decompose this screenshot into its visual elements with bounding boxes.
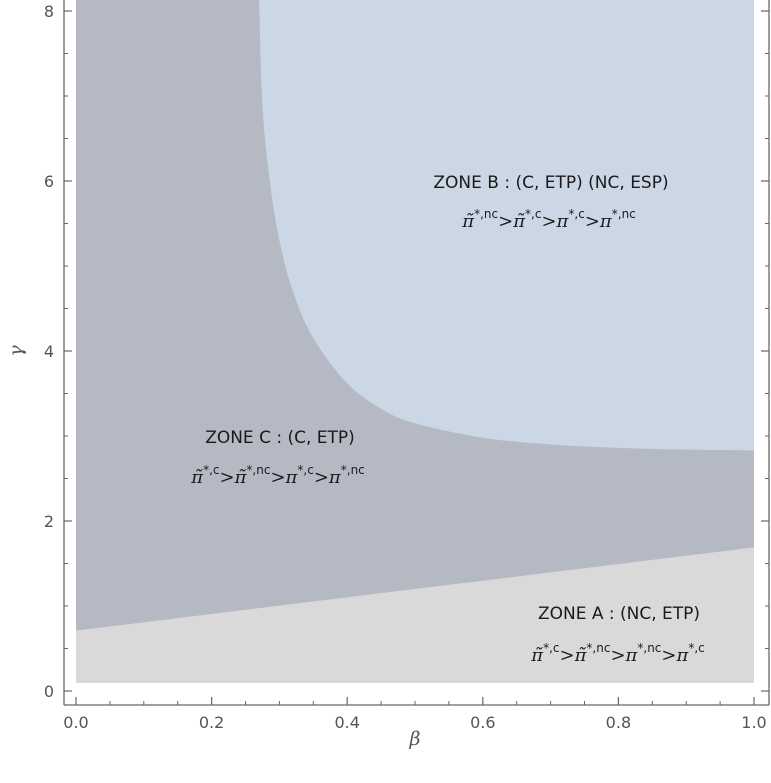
x-axis-title: β	[409, 728, 421, 750]
x-tick-label: 0.0	[63, 713, 88, 732]
ineq-gt: >	[314, 467, 329, 488]
ineq-superscript: *,c	[525, 207, 541, 221]
ineq-symbol: π	[625, 645, 639, 666]
y-tick-label: 2	[44, 512, 54, 531]
x-tick-label: 0.8	[606, 713, 631, 732]
ineq-gt: >	[559, 645, 574, 666]
ineq-superscript: *,c	[688, 641, 704, 655]
ineq-symbol: π̃	[190, 467, 204, 488]
axis-ticks: 0.0 0.2 0.4 0.6 0.8 1.0 0 2 4 6 8	[44, 2, 769, 732]
ineq-superscript: *,c	[543, 641, 559, 655]
ineq-gt: >	[219, 467, 234, 488]
zone-annotations: ZONE B : (C, ETP) (NC, ESP) π̃*,nc>π̃*,c…	[190, 173, 705, 666]
x-tick-label: 0.2	[199, 713, 224, 732]
ineq-symbol: π	[599, 211, 613, 232]
x-tick-label: 0.6	[470, 713, 495, 732]
y-tick-label: 4	[44, 342, 54, 361]
ineq-superscript: *,c	[568, 207, 584, 221]
y-tick-label: 8	[44, 2, 54, 21]
ineq-superscript: *,nc	[612, 207, 636, 221]
ineq-symbol: π̃	[512, 211, 526, 232]
ineq-superscript: *,c	[203, 463, 219, 477]
ineq-superscript: *,nc	[637, 641, 661, 655]
ineq-superscript: *,nc	[341, 463, 365, 477]
zone-c-inequality: π̃*,c>π̃*,nc>π*,c>π*,nc	[190, 463, 365, 488]
zone-c-label: ZONE C : (C, ETP)	[205, 428, 355, 448]
ineq-gt: >	[585, 211, 600, 232]
ineq-gt: >	[541, 211, 556, 232]
ineq-symbol: π	[556, 211, 570, 232]
zone-b-label: ZONE B : (C, ETP) (NC, ESP)	[433, 173, 668, 193]
ineq-gt: >	[498, 211, 513, 232]
ineq-superscript: *,nc	[586, 641, 610, 655]
y-tick-label: 0	[44, 682, 54, 701]
y-tick-label: 6	[44, 172, 54, 191]
x-tick-label: 1.0	[741, 713, 766, 732]
x-tick-label: 0.4	[334, 713, 359, 732]
ineq-gt: >	[270, 467, 285, 488]
zone-b-inequality: π̃*,nc>π̃*,c>π*,c>π*,nc	[461, 207, 636, 232]
ineq-gt: >	[610, 645, 625, 666]
plot-frame	[63, 0, 770, 706]
ineq-superscript: *,c	[297, 463, 313, 477]
zone-a-region	[76, 547, 754, 683]
ineq-superscript: *,nc	[474, 207, 498, 221]
ineq-symbol: π̃	[530, 645, 544, 666]
ineq-symbol: π̃	[461, 211, 475, 232]
y-axis-title: γ	[5, 345, 27, 357]
ineq-symbol: π	[328, 467, 342, 488]
ineq-symbol: π̃	[574, 645, 588, 666]
ineq-symbol: π	[676, 645, 690, 666]
ineq-symbol: π̃	[234, 467, 248, 488]
zone-a-inequality: π̃*,c>π̃*,nc>π*,nc>π*,c	[530, 641, 705, 666]
zone-a-label: ZONE A : (NC, ETP)	[538, 604, 700, 624]
ineq-superscript: *,nc	[246, 463, 270, 477]
zone-b-region	[259, 0, 754, 451]
ineq-gt: >	[661, 645, 676, 666]
ineq-symbol: π	[285, 467, 299, 488]
